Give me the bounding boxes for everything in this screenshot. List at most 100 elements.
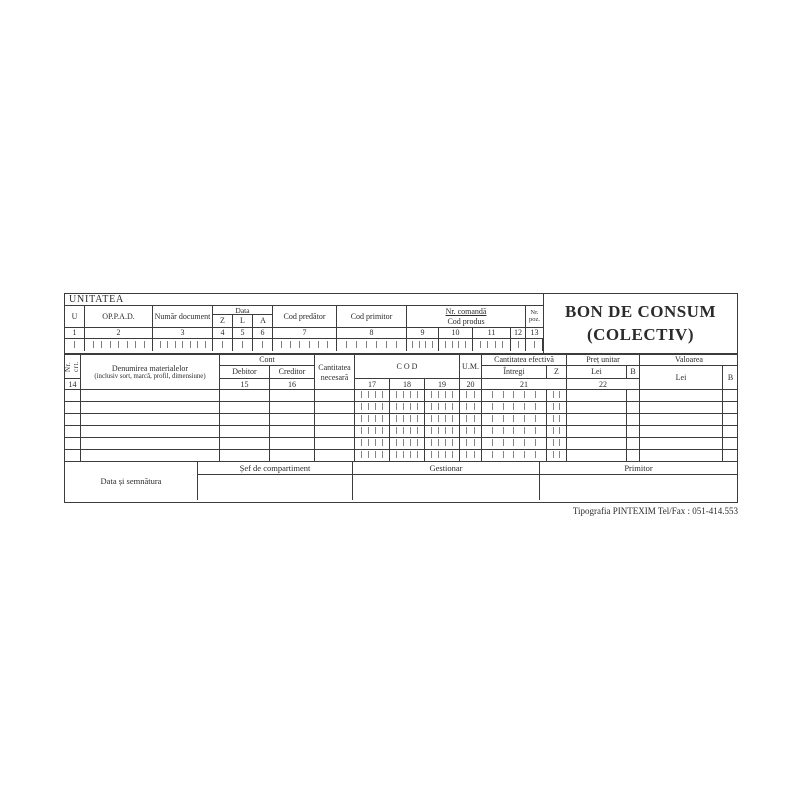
tick-mark: [524, 451, 526, 458]
col-u-header: U: [65, 306, 85, 327]
unitatea-label: UNITATEA: [65, 294, 543, 306]
tick-mark: [356, 341, 357, 348]
tick-mark: [361, 403, 362, 410]
header-labels-row: U OP.P.A.D. Număr document Data Z L A Co…: [65, 306, 543, 328]
table-cell: [723, 426, 738, 438]
tick-mark: [410, 427, 411, 434]
tick-mark: [417, 403, 418, 410]
valoarea-label: Valoarea: [640, 355, 738, 366]
tick-mark: [368, 415, 369, 422]
table-row: [65, 426, 738, 438]
tick-mark: [431, 415, 432, 422]
tick-mark: [535, 451, 537, 458]
tick-mark: [396, 451, 397, 458]
tick-mark: [326, 341, 328, 348]
tick-mark: [396, 439, 397, 446]
pret-b-label: B: [627, 366, 640, 379]
tick-mark: [513, 391, 515, 398]
tick-mark: [417, 427, 418, 434]
tick-mark: [317, 341, 319, 348]
column-number: 11: [473, 328, 511, 338]
tick-mark: [410, 451, 411, 458]
tick-mark: [466, 391, 468, 398]
table-row: [65, 390, 738, 402]
tick-mark: [513, 427, 515, 434]
form-top-section: UNITATEA U OP.P.A.D. Număr document Data…: [65, 294, 737, 354]
tick-box-cell: [153, 339, 213, 351]
col-data-group: Data Z L A: [213, 306, 273, 327]
col-um: U.M. 20: [460, 355, 482, 389]
pret-unitar-label: Preț unitar: [567, 355, 640, 366]
col-z-header: Z: [213, 315, 233, 327]
table-cell: [723, 402, 738, 414]
table-cell: [220, 414, 270, 426]
tick-mark: [417, 391, 418, 398]
creditor-label: Creditor: [270, 366, 315, 379]
tick-mark: [465, 341, 467, 348]
tick-mark: [473, 415, 475, 422]
tick-mark: [502, 403, 504, 410]
col-denumirea: Denumirea materialelor (inclusiv sort, m…: [81, 355, 220, 390]
table-cell: [425, 414, 460, 426]
tick-mark: [262, 341, 263, 348]
tick-mark: [466, 415, 468, 422]
tick-mark: [167, 341, 168, 348]
column-number: 3: [153, 328, 213, 338]
table-cell: [81, 414, 220, 426]
table-cell: [270, 450, 315, 462]
tick-mark: [382, 415, 383, 422]
col-cantitatea-necesara: Cantitatea necesară: [315, 355, 355, 390]
tick-mark: [368, 391, 369, 398]
table-cell: [390, 402, 425, 414]
table-row: [65, 414, 738, 426]
tick-mark: [174, 341, 176, 348]
intregi-label: Întregi: [482, 366, 547, 379]
table-cell: [460, 426, 482, 438]
tick-mark: [513, 403, 515, 410]
col-cantitatea-efectiva-group: Cantitatea efectivă Întregi Z 21: [482, 355, 567, 389]
tick-mark: [487, 341, 489, 348]
nr-crt-number: 14: [65, 379, 81, 389]
tick-mark: [368, 439, 369, 446]
tick-mark: [375, 415, 376, 422]
table-row: [65, 402, 738, 414]
col-pret-unitar-group: Preț unitar Lei B 22: [567, 355, 640, 389]
table-cell: [65, 426, 81, 438]
table-cell: [270, 438, 315, 450]
primitor-signature-space: [540, 475, 737, 500]
tick-mark: [444, 341, 446, 348]
tick-mark: [101, 341, 102, 348]
table-cell: [482, 438, 547, 450]
tick-mark: [222, 341, 223, 348]
cod3-number: 19: [425, 379, 460, 389]
denumirea-label: Denumirea materialelor: [111, 364, 189, 373]
tick-mark: [559, 427, 561, 434]
data-semnatura-label: Data și semnătura: [100, 476, 162, 486]
table-cell: [390, 450, 425, 462]
table-cell: [390, 426, 425, 438]
col-nr-comanda-group: Nr. comandă Cod produs: [407, 306, 526, 327]
tick-mark: [452, 403, 453, 410]
table-cell: [627, 414, 640, 426]
nr-comanda-label: Nr. comandă: [445, 307, 487, 317]
tick-mark: [410, 439, 411, 446]
table-cell: [627, 402, 640, 414]
tick-mark: [346, 341, 347, 348]
table-cell: [547, 438, 567, 450]
table-cell: [220, 402, 270, 414]
col-a-header: A: [260, 316, 266, 326]
table-cell: [81, 390, 220, 402]
form-title-line1: BON DE CONSUM: [564, 301, 716, 321]
tick-mark: [524, 415, 526, 422]
table-cell: [390, 390, 425, 402]
tick-box-cell: [473, 339, 511, 351]
z-label: Z: [547, 366, 567, 379]
tick-mark: [109, 341, 111, 348]
column-number: 10: [439, 328, 473, 338]
tick-mark: [479, 341, 481, 348]
tick-mark: [458, 341, 460, 348]
tick-mark: [502, 341, 504, 348]
bon-de-consum-form: UNITATEA U OP.P.A.D. Număr document Data…: [64, 293, 738, 503]
tick-mark: [410, 391, 411, 398]
table-cell: [723, 450, 738, 462]
